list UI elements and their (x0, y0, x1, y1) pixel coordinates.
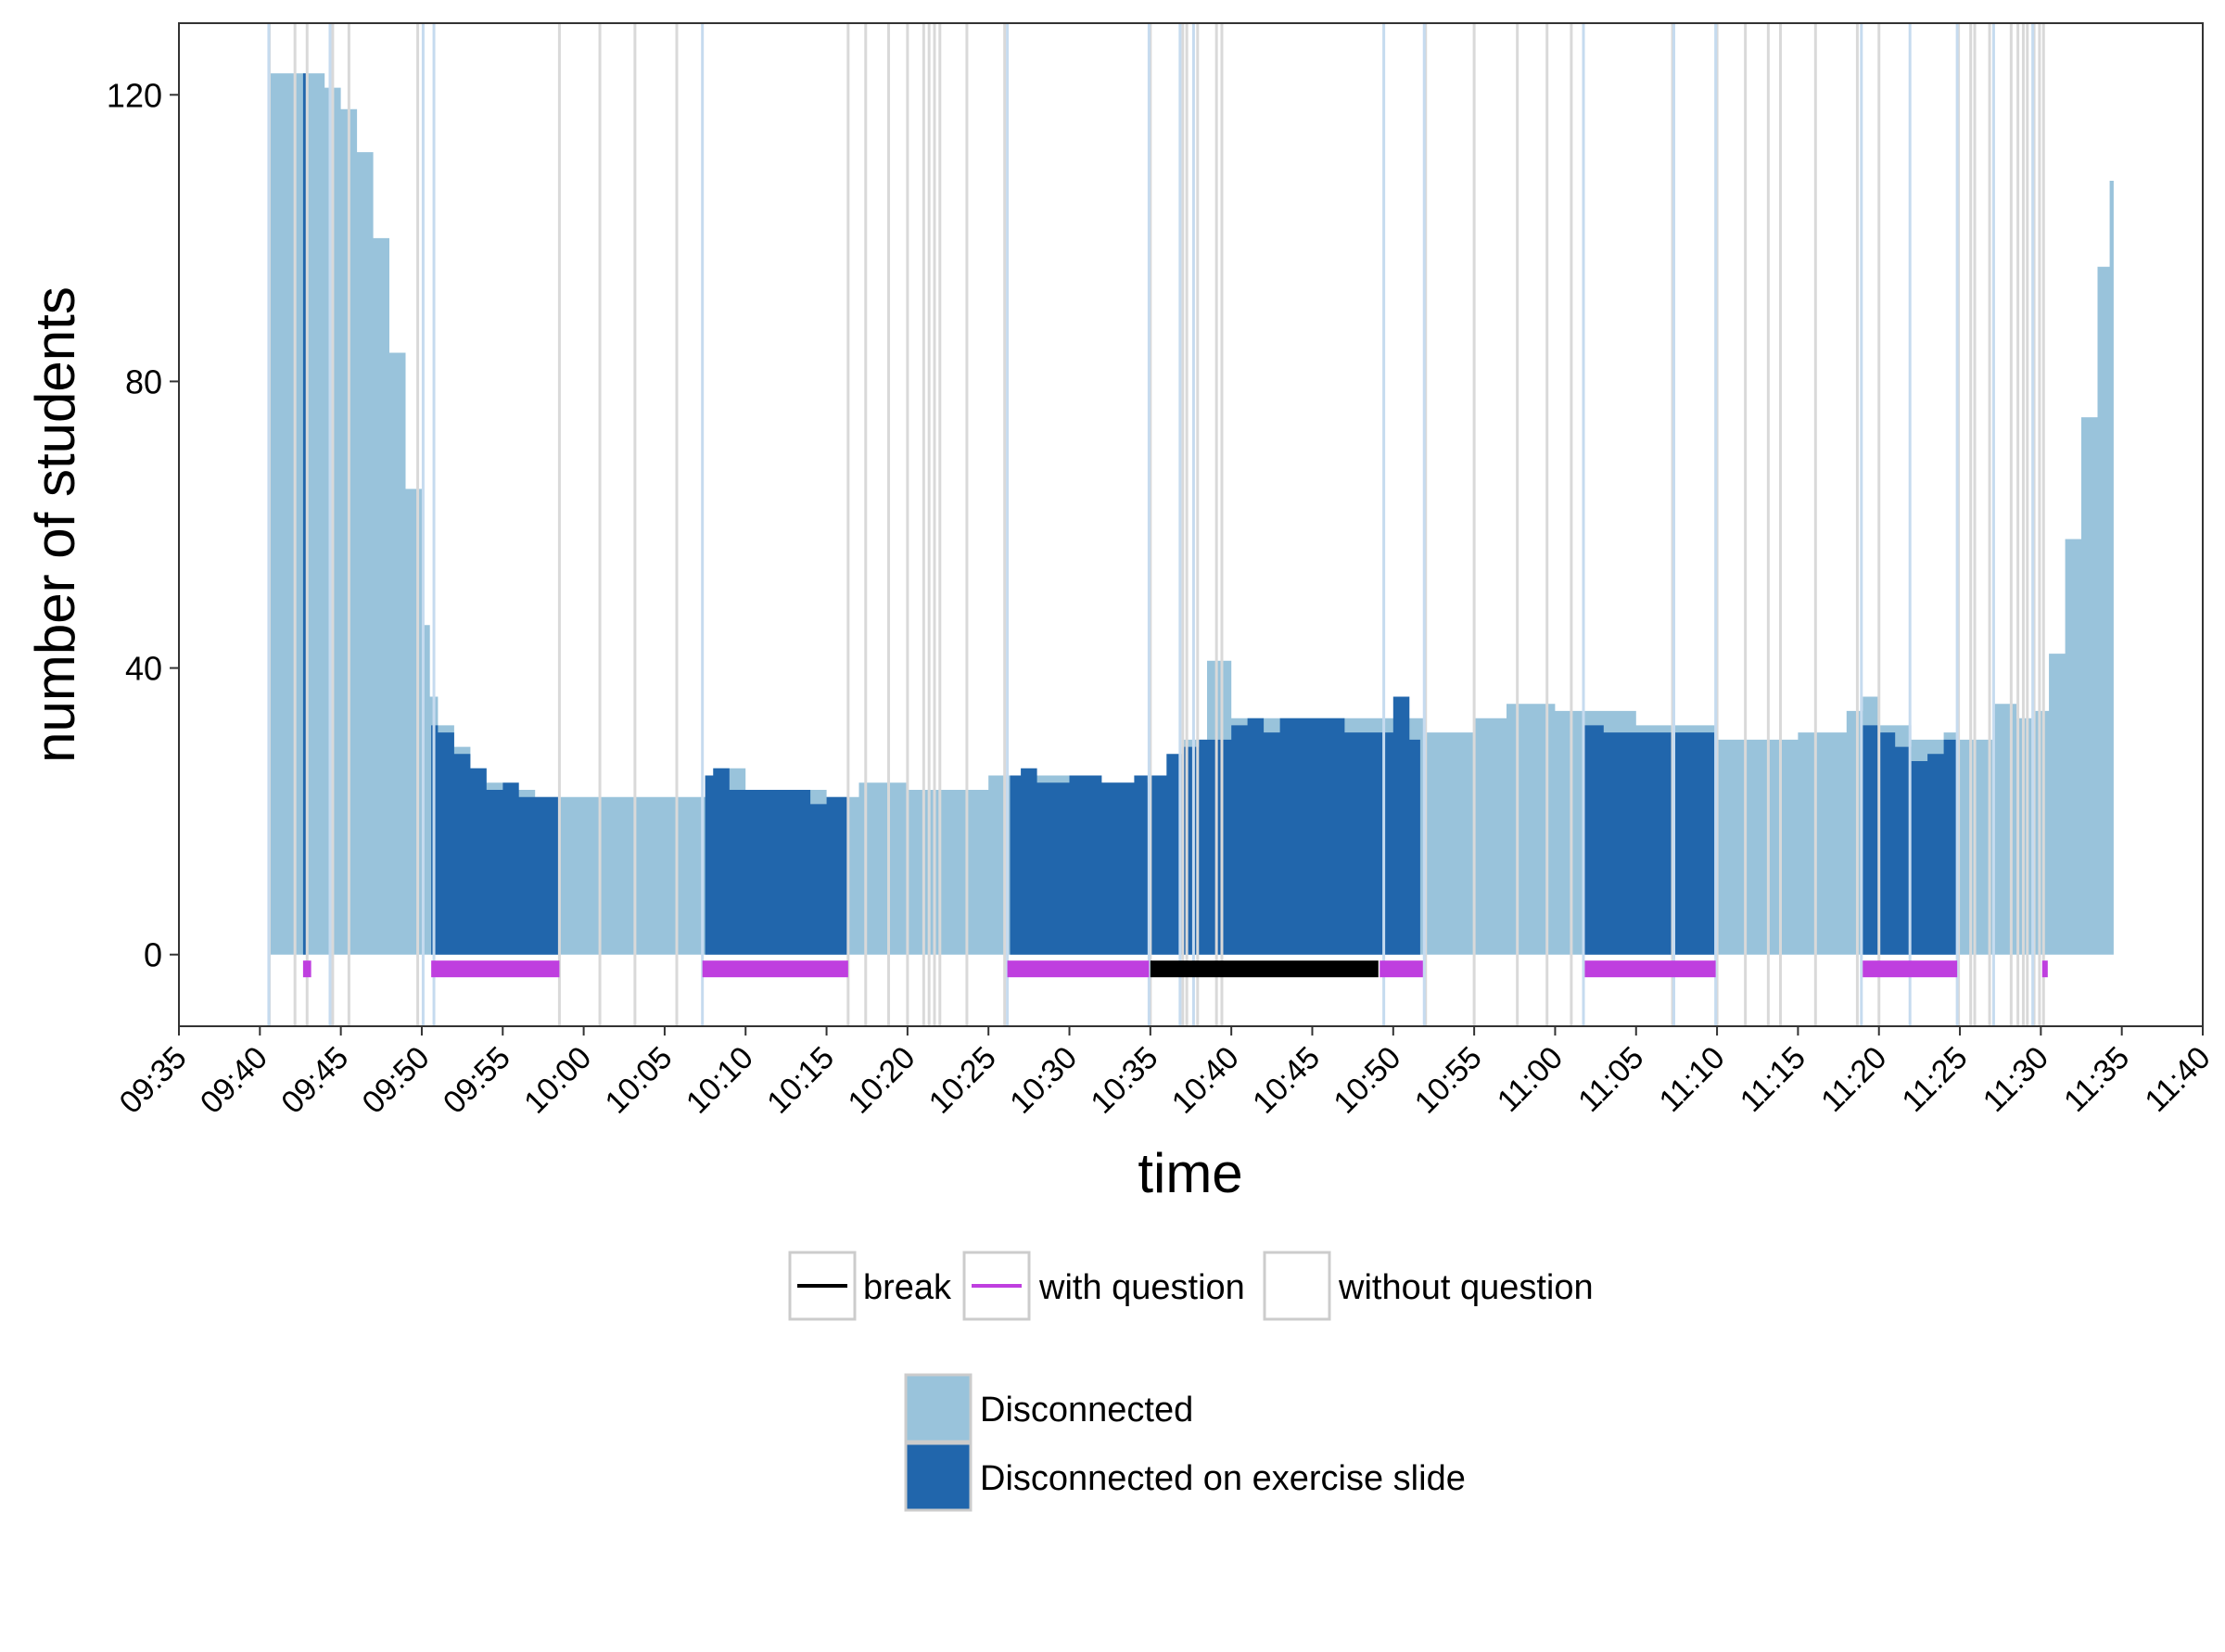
phase-with-question-8 (2041, 960, 2048, 978)
phase-break-1 (1150, 960, 1379, 978)
phase-with-question-6 (1584, 960, 1716, 978)
y-tick-label-80: 80 (125, 362, 162, 400)
legend-label-disconnected-exercise: Disconnected on exercise slide (980, 1459, 1466, 1498)
legend-item-disconnected-exercise: Disconnected on exercise slide (904, 1442, 1466, 1512)
y-axis: 0 40 80 120 (107, 76, 179, 974)
slide-phase-bars (302, 960, 2048, 978)
slide-type-legend: break with question without question (788, 1251, 1594, 1321)
legend-swatch-disconnected-exercise (904, 1442, 973, 1512)
phase-with-question-3 (702, 960, 848, 978)
area-legend: Disconnected Disconnected on exercise sl… (904, 1373, 1466, 1512)
legend-label-with-question: with question (1038, 1268, 1245, 1307)
y-tick-label-0: 0 (144, 936, 162, 974)
phase-with-question-2 (431, 960, 560, 978)
legend-item-with-question: with question (962, 1251, 1245, 1321)
legend-label-break: break (863, 1268, 952, 1307)
y-axis-title: number of students (24, 286, 86, 763)
legend-label-disconnected: Disconnected (980, 1391, 1193, 1430)
legend-label-without-question: without question (1338, 1268, 1594, 1307)
area-exercise-segment-3 (705, 768, 848, 955)
phase-with-question-4 (1007, 960, 1150, 978)
y-tick-label-40: 40 (125, 650, 162, 688)
legend-item-break: break (788, 1251, 952, 1321)
plot-border (178, 22, 2204, 1027)
legend-item-without-question: without question (1263, 1251, 1594, 1321)
phase-with-question-5 (1380, 960, 1423, 978)
y-tick-label-120: 120 (107, 76, 162, 114)
area-exercise-segment-6 (1584, 725, 1715, 955)
phase-with-question-1 (302, 960, 312, 978)
legend-key-without-question (1263, 1251, 1331, 1321)
area-exercise-segment-2 (431, 725, 560, 955)
slide-transition-lines (267, 23, 2045, 1026)
legend-swatch-disconnected (904, 1373, 973, 1443)
area-exercise-segment-4 (1010, 768, 1148, 955)
plot-panel (178, 22, 2204, 1027)
x-axis-title: time (1138, 1142, 1242, 1204)
phase-with-question-7 (1863, 960, 1958, 978)
legend-item-disconnected: Disconnected (904, 1373, 1193, 1443)
